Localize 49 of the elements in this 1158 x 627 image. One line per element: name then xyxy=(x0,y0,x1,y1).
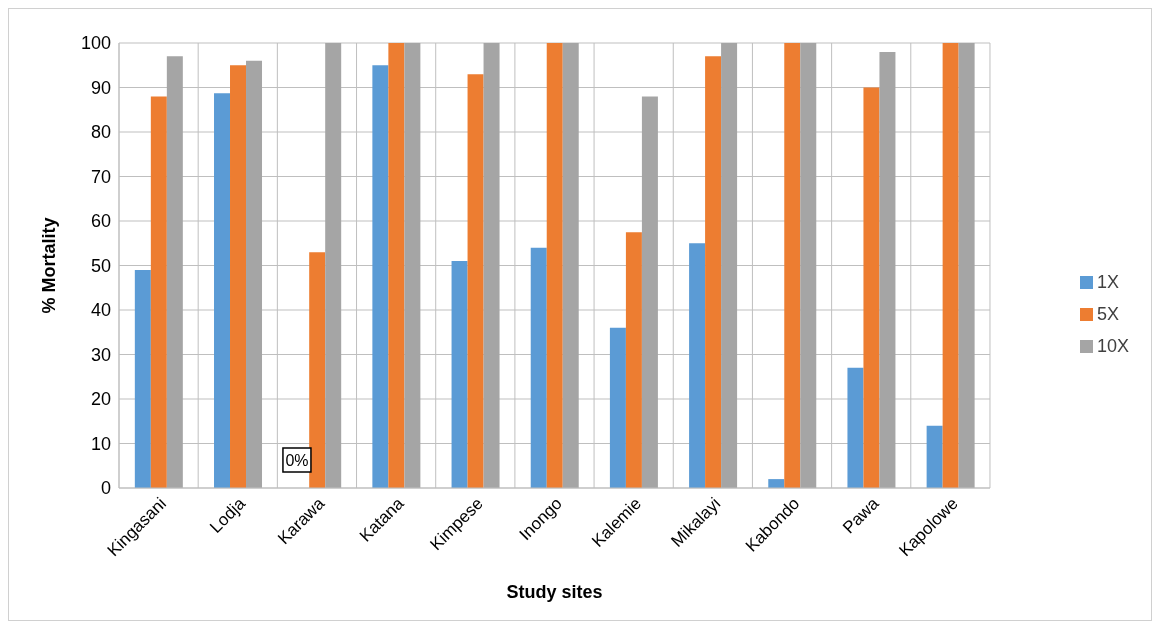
y-tick-label: 50 xyxy=(90,255,111,276)
bar xyxy=(625,232,642,488)
y-tick-label: 20 xyxy=(90,389,111,410)
bar xyxy=(467,74,484,488)
y-tick-label: 100 xyxy=(80,33,111,54)
bar xyxy=(166,56,183,488)
bar xyxy=(230,65,247,488)
x-axis-title: Study sites xyxy=(506,582,603,602)
bar xyxy=(800,43,817,488)
bar xyxy=(483,43,500,488)
y-tick-label: 60 xyxy=(90,211,111,232)
legend-label: 1X xyxy=(1096,271,1119,292)
y-tick-label: 70 xyxy=(90,166,111,187)
bar xyxy=(847,367,864,488)
bar xyxy=(784,43,801,488)
bar xyxy=(705,56,722,488)
y-tick-label: 80 xyxy=(90,122,111,143)
bar xyxy=(325,43,342,488)
bar xyxy=(942,43,959,488)
bar xyxy=(546,43,563,488)
y-tick-label: 0 xyxy=(100,478,111,499)
y-tick-label: 40 xyxy=(90,300,111,321)
bar xyxy=(926,425,943,488)
bar xyxy=(372,65,389,488)
bar xyxy=(562,43,579,488)
bar xyxy=(863,87,880,488)
bar xyxy=(721,43,738,488)
bar xyxy=(134,269,151,488)
bar xyxy=(150,96,167,488)
bar xyxy=(214,93,231,488)
y-axis-title: % Mortality xyxy=(39,217,60,314)
bar xyxy=(246,60,263,488)
bar xyxy=(388,43,405,488)
bar xyxy=(609,327,626,488)
bar xyxy=(404,43,421,488)
bar xyxy=(451,261,468,488)
bar xyxy=(768,479,785,488)
bar xyxy=(309,252,326,488)
y-tick-label: 30 xyxy=(90,344,111,365)
y-tick-label: 10 xyxy=(90,433,111,454)
bar xyxy=(958,43,975,488)
bar xyxy=(879,51,896,488)
bar xyxy=(641,96,658,488)
bar xyxy=(689,243,706,488)
bar xyxy=(530,247,547,488)
y-tick-label: 90 xyxy=(90,77,111,98)
annotation: 0% xyxy=(285,452,309,469)
legend-label: 10X xyxy=(1096,335,1129,356)
legend-label: 5X xyxy=(1096,303,1119,324)
